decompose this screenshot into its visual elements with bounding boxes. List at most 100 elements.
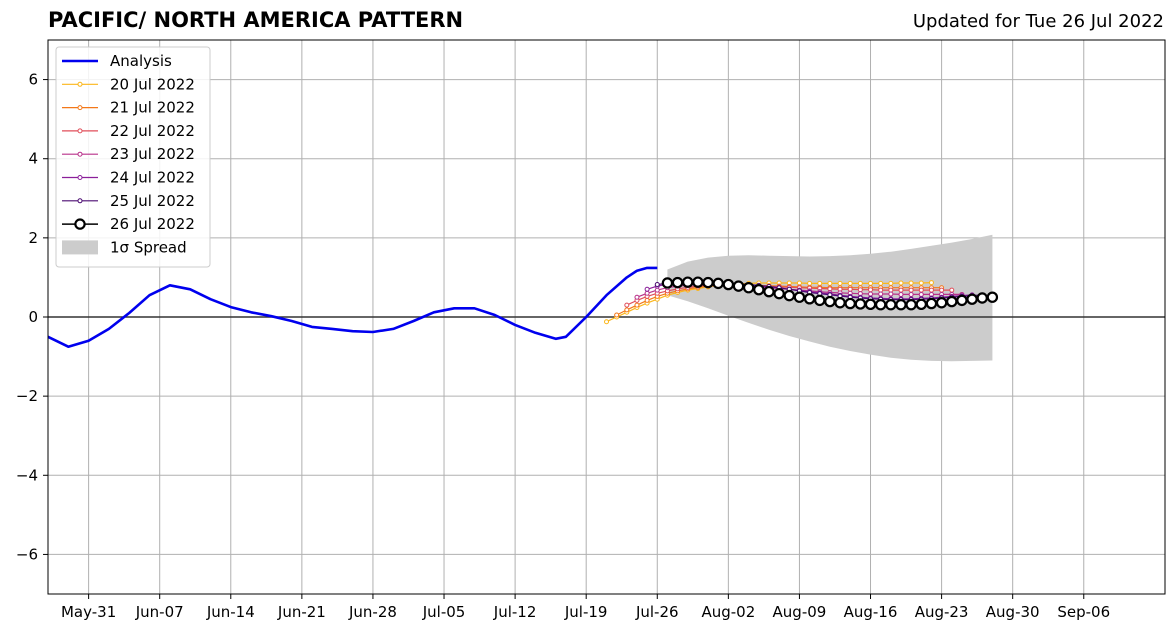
data-point bbox=[878, 280, 884, 286]
data-point bbox=[634, 294, 640, 300]
legend-label: 22 Jul 2022 bbox=[110, 122, 195, 140]
legend-entry-spread: 1σ Spread bbox=[62, 238, 187, 256]
legend-entry-21-jul-2022: 21 Jul 2022 bbox=[62, 99, 195, 117]
legend-label: 21 Jul 2022 bbox=[110, 99, 195, 117]
legend-label: 26 Jul 2022 bbox=[110, 215, 195, 233]
data-point bbox=[939, 287, 945, 293]
legend-marker bbox=[77, 105, 83, 111]
legend-entry-26-jul-2022: 26 Jul 2022 bbox=[62, 215, 195, 233]
data-point bbox=[793, 291, 806, 303]
data-point bbox=[878, 287, 884, 293]
legend-label: 1σ Spread bbox=[110, 238, 187, 256]
x-tick-label: Jun-14 bbox=[206, 603, 255, 621]
data-point bbox=[796, 280, 802, 286]
x-tick-label: Jul-05 bbox=[422, 603, 466, 621]
data-point bbox=[908, 280, 914, 286]
data-point bbox=[814, 294, 826, 307]
x-tick-label: Sep-06 bbox=[1057, 603, 1110, 621]
y-tick-label: −2 bbox=[16, 387, 38, 405]
data-point bbox=[712, 277, 724, 290]
data-point bbox=[895, 299, 907, 311]
data-point bbox=[878, 291, 884, 297]
data-point bbox=[935, 297, 948, 309]
data-point bbox=[732, 280, 745, 292]
legend-entry-25-jul-2022: 25 Jul 2022 bbox=[62, 192, 195, 210]
data-point bbox=[898, 287, 904, 293]
legend-marker bbox=[77, 128, 83, 134]
data-point bbox=[898, 291, 904, 297]
x-tick-label: Jul-26 bbox=[635, 603, 679, 621]
data-point bbox=[868, 291, 874, 297]
series-analysis bbox=[47, 266, 658, 349]
x-tick-label: Jul-19 bbox=[564, 603, 608, 621]
legend-entry-20-jul-2022: 20 Jul 2022 bbox=[62, 75, 195, 93]
data-point bbox=[908, 287, 914, 293]
data-point bbox=[908, 291, 914, 297]
data-point bbox=[604, 319, 609, 325]
y-tick-label: 6 bbox=[28, 71, 38, 89]
y-axis: 6 4 2 0 −2 −4 −6 bbox=[16, 71, 48, 563]
chart-title: PACIFIC/ NORTH AMERICA PATTERN bbox=[48, 8, 464, 32]
data-point bbox=[874, 299, 887, 311]
data-point bbox=[624, 307, 630, 313]
legend-marker bbox=[77, 81, 83, 87]
data-point bbox=[722, 278, 735, 291]
x-tick-label: Jul-12 bbox=[493, 603, 537, 621]
legend-entry-23-jul-2022: 23 Jul 2022 bbox=[62, 145, 195, 163]
data-point bbox=[847, 286, 853, 292]
data-point bbox=[702, 276, 714, 289]
data-point bbox=[817, 280, 823, 286]
x-axis: May-31 Jun-07 Jun-14 Jun-21 Jun-28 Jul-05 Jul-… bbox=[61, 594, 1110, 621]
series-line bbox=[47, 266, 658, 349]
data-point bbox=[928, 280, 934, 286]
y-tick-label: −4 bbox=[16, 466, 38, 484]
legend-label: 25 Jul 2022 bbox=[110, 192, 195, 210]
data-point bbox=[915, 298, 927, 311]
legend-label: 20 Jul 2022 bbox=[110, 75, 195, 93]
data-point bbox=[857, 280, 863, 286]
data-point bbox=[946, 295, 958, 308]
data-point bbox=[905, 299, 917, 311]
x-tick-label: Jun-28 bbox=[348, 603, 397, 621]
data-point bbox=[986, 291, 999, 303]
legend-marker bbox=[77, 198, 83, 204]
legend-swatch bbox=[62, 240, 98, 255]
y-tick-label: −6 bbox=[16, 545, 38, 563]
x-tick-label: Aug-02 bbox=[701, 603, 755, 621]
legend-entry-analysis: Analysis bbox=[62, 52, 172, 70]
data-point bbox=[925, 297, 938, 310]
data-point bbox=[834, 297, 846, 309]
x-tick-label: Jun-07 bbox=[135, 603, 184, 621]
legend-label: Analysis bbox=[110, 52, 172, 70]
legend-entry-22-jul-2022: 22 Jul 2022 bbox=[62, 122, 195, 140]
data-point bbox=[753, 283, 765, 296]
data-point bbox=[654, 282, 660, 288]
data-point bbox=[847, 280, 853, 286]
data-point bbox=[654, 287, 660, 293]
data-point bbox=[773, 287, 785, 300]
data-point bbox=[644, 286, 650, 292]
data-point bbox=[692, 276, 704, 288]
data-point bbox=[976, 292, 988, 304]
series-26-jul-2022 bbox=[661, 276, 999, 311]
data-point bbox=[888, 287, 894, 293]
x-tick-label: Aug-09 bbox=[773, 603, 827, 621]
y-tick-label: 4 bbox=[28, 150, 38, 168]
data-point bbox=[868, 287, 874, 293]
legend-box bbox=[55, 46, 211, 268]
data-point bbox=[918, 280, 924, 286]
data-point bbox=[898, 280, 904, 286]
data-point bbox=[824, 295, 836, 308]
legend-marker bbox=[77, 175, 83, 180]
data-point bbox=[949, 287, 955, 293]
data-point bbox=[918, 291, 924, 297]
data-point bbox=[918, 287, 924, 293]
x-tick-label: Aug-23 bbox=[915, 603, 969, 621]
legend-entry-24-jul-2022: 24 Jul 2022 bbox=[62, 169, 195, 187]
data-point bbox=[827, 280, 833, 286]
data-point bbox=[868, 280, 874, 286]
data-point bbox=[854, 298, 867, 310]
data-point bbox=[783, 289, 795, 302]
series-layer bbox=[47, 266, 999, 349]
